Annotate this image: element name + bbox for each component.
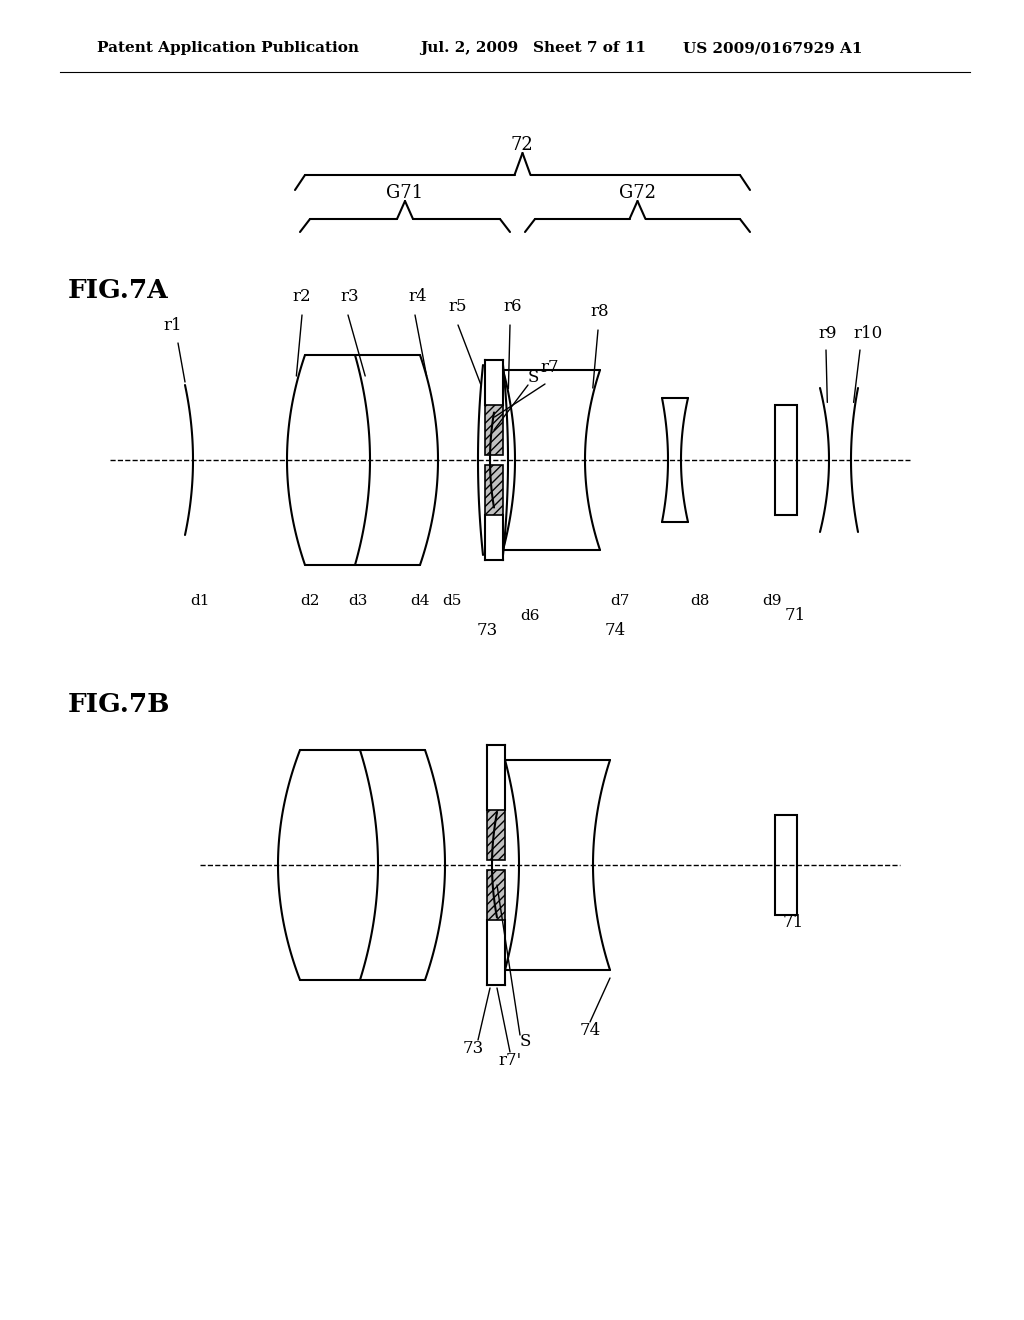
Text: r5: r5 <box>449 298 467 315</box>
Text: d9: d9 <box>762 594 781 609</box>
Text: Jul. 2, 2009: Jul. 2, 2009 <box>420 41 518 55</box>
Text: d1: d1 <box>190 594 210 609</box>
Text: r7: r7 <box>541 359 559 376</box>
Bar <box>485 465 503 515</box>
Text: d2: d2 <box>300 594 319 609</box>
Text: 71: 71 <box>782 913 804 931</box>
Text: Patent Application Publication: Patent Application Publication <box>97 41 359 55</box>
Text: 73: 73 <box>476 622 498 639</box>
Text: 71: 71 <box>784 607 806 624</box>
Text: d5: d5 <box>442 594 462 609</box>
Bar <box>487 870 505 920</box>
Bar <box>487 810 505 861</box>
Bar <box>775 405 797 515</box>
Text: US 2009/0167929 A1: US 2009/0167929 A1 <box>683 41 862 55</box>
Text: r4: r4 <box>409 288 427 305</box>
Text: d7: d7 <box>610 594 630 609</box>
Text: r3: r3 <box>341 288 359 305</box>
Text: FIG.7B: FIG.7B <box>68 693 171 718</box>
Text: r10: r10 <box>853 325 883 342</box>
Text: d8: d8 <box>690 594 710 609</box>
Text: d3: d3 <box>348 594 368 609</box>
Bar <box>775 814 797 915</box>
Text: r1: r1 <box>164 317 182 334</box>
Text: r7': r7' <box>499 1052 521 1069</box>
Text: r9: r9 <box>819 325 838 342</box>
Text: 72: 72 <box>511 136 534 154</box>
Bar <box>485 405 503 455</box>
Text: r6: r6 <box>504 298 522 315</box>
Text: S: S <box>519 1034 530 1049</box>
Text: 73: 73 <box>463 1040 483 1057</box>
Text: r8: r8 <box>591 304 609 319</box>
Text: d4: d4 <box>411 594 430 609</box>
Text: Sheet 7 of 11: Sheet 7 of 11 <box>534 41 646 55</box>
Text: S: S <box>527 370 539 385</box>
Text: FIG.7A: FIG.7A <box>68 277 169 302</box>
Text: 74: 74 <box>580 1022 601 1039</box>
Text: r2: r2 <box>293 288 311 305</box>
Text: G71: G71 <box>386 183 424 202</box>
Text: 74: 74 <box>604 622 626 639</box>
Text: G72: G72 <box>618 183 655 202</box>
Text: d6: d6 <box>520 609 540 623</box>
